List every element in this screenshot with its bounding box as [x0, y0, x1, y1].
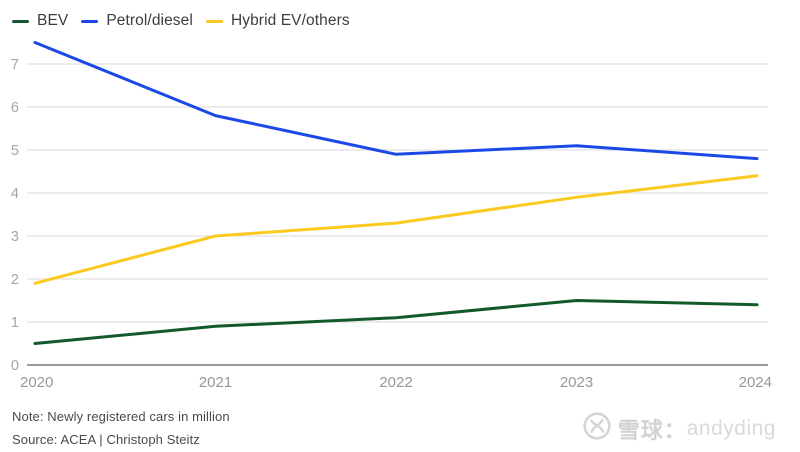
y-tick-label: 3 — [11, 229, 19, 245]
legend-item-hybrid: Hybrid EV/others — [205, 12, 350, 30]
series-line-petrol-diesel — [33, 41, 759, 161]
legend-item-petrol-diesel: Petrol/diesel — [81, 12, 193, 30]
legend-item-bev: BEV — [12, 12, 68, 30]
x-tick-label: 2022 — [379, 374, 412, 391]
bev-line-swatch — [12, 19, 29, 23]
series-line-hybrid-ev-others — [33, 174, 759, 285]
petrol-diesel-line-swatch — [81, 19, 99, 23]
watermark: 雪球： andyding — [582, 411, 776, 446]
x-tick-label: 2020 — [20, 374, 53, 391]
y-tick-label: 4 — [11, 186, 19, 202]
y-tick-label: 6 — [11, 100, 19, 116]
chart-note: Note: Newly registered cars in million — [12, 409, 230, 424]
x-tick-label: 2023 — [560, 374, 593, 391]
y-tick-label: 1 — [11, 315, 19, 331]
legend-label-bev: BEV — [37, 12, 69, 29]
x-tick-label: 2024 — [739, 374, 772, 391]
legend-label-petrol-diesel: Petrol/diesel — [106, 12, 193, 29]
xueqiu-logo — [582, 411, 612, 446]
chart-source: Source: ACEA | Christoph Steitz — [12, 432, 200, 447]
watermark-username: andyding — [686, 416, 776, 440]
y-tick-label: 5 — [11, 143, 19, 159]
y-tick-label: 0 — [11, 358, 19, 374]
y-tick-label: 7 — [11, 57, 19, 73]
hybrid-line-swatch — [205, 19, 223, 23]
series-line-bev — [33, 299, 759, 345]
chart-legend: BEV Petrol/diesel Hybrid EV/others — [12, 12, 350, 30]
legend-label-hybrid: Hybrid EV/others — [230, 12, 350, 29]
y-tick-label: 2 — [11, 272, 19, 288]
watermark-brand: 雪球： — [617, 417, 687, 443]
line-chart-plot: 0 1 2 3 4 5 6 7 2020 2021 2022 2023 2024 — [11, 41, 772, 391]
x-tick-label: 2021 — [199, 374, 232, 391]
